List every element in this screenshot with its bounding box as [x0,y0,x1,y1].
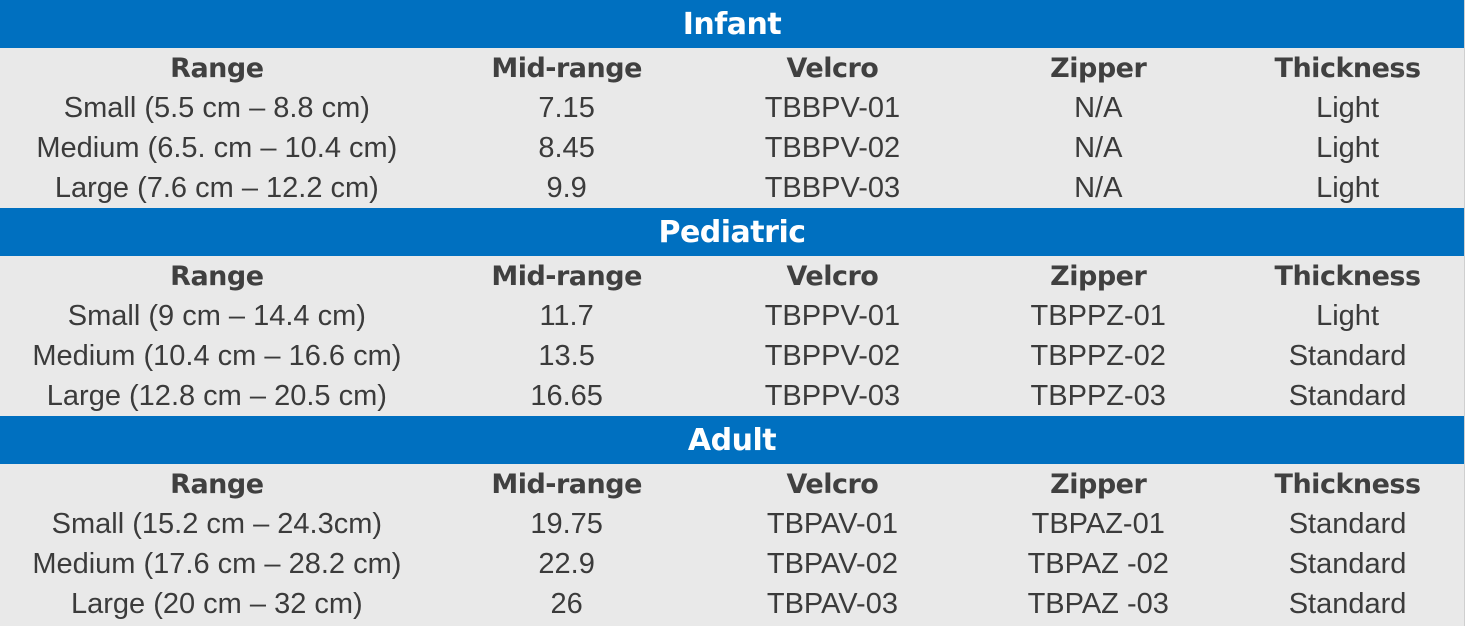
section-header-adult: Adult [0,416,1464,464]
cell-range: Small (15.2 cm – 24.3cm) [51,507,383,540]
cell-thickness: Standard [1288,547,1407,580]
cell-zipper: N/A [1074,91,1123,124]
col-header-zipper: Zipper [1050,468,1147,500]
cell-velcro: TBPPV-02 [764,339,901,372]
table-row: Large (20 cm – 32 cm) 26 TBPAV-03 TBPAZ … [0,584,1464,624]
table-row: Large (7.6 cm – 12.2 cm) 9.9 TBBPV-03 N/… [0,168,1464,208]
cell-zipper: N/A [1074,171,1123,204]
col-header-thickness: Thickness [1274,260,1422,292]
cell-range: Large (12.8 cm – 20.5 cm) [46,379,387,412]
cell-velcro: TBPAV-02 [766,547,898,580]
cell-zipper: N/A [1074,131,1123,164]
table-row: Small (15.2 cm – 24.3cm) 19.75 TBPAV-01 … [0,504,1464,544]
cell-range: Medium (10.4 cm – 16.6 cm) [32,339,402,372]
table-row: Large (12.8 cm – 20.5 cm) 16.65 TBPPV-03… [0,376,1464,416]
cell-velcro: TBPPV-03 [764,379,901,412]
col-header-velcro: Velcro [786,52,879,84]
cell-mid-range: 13.5 [538,339,595,372]
column-header-row: Range Mid-range Velcro Zipper Thickness [0,256,1464,296]
cell-range: Small (5.5 cm – 8.8 cm) [63,91,370,124]
cell-velcro: TBBPV-01 [764,91,901,124]
cell-zipper: TBPAZ -03 [1027,587,1169,620]
col-header-zipper: Zipper [1050,52,1147,84]
cell-thickness: Light [1316,91,1379,124]
cell-velcro: TBPAV-03 [766,587,898,620]
section-header-pediatric: Pediatric [0,208,1464,256]
cell-zipper: TBPPZ-01 [1030,299,1166,332]
cell-thickness: Standard [1288,587,1407,620]
cell-zipper: TBPPZ-03 [1030,379,1166,412]
section-adult: Adult Range Mid-range Velcro Zipper Thic… [0,416,1464,624]
cell-mid-range: 8.45 [538,131,595,164]
cell-mid-range: 26 [550,587,583,620]
table-row: Small (5.5 cm – 8.8 cm) 7.15 TBBPV-01 N/… [0,88,1464,128]
table-row: Medium (10.4 cm – 16.6 cm) 13.5 TBPPV-02… [0,336,1464,376]
cell-range: Medium (17.6 cm – 28.2 cm) [32,547,402,580]
cell-velcro: TBBPV-02 [764,131,901,164]
table-row: Medium (6.5. cm – 10.4 cm) 8.45 TBBPV-02… [0,128,1464,168]
cell-zipper: TBPAZ -02 [1027,547,1169,580]
cell-zipper: TBPAZ-01 [1031,507,1165,540]
col-header-zipper: Zipper [1050,260,1147,292]
cell-mid-range: 7.15 [538,91,595,124]
cell-range: Large (20 cm – 32 cm) [70,587,363,620]
cell-thickness: Light [1316,171,1379,204]
cell-mid-range: 9.9 [546,171,587,204]
cell-velcro: TBBPV-03 [764,171,901,204]
section-infant: Infant Range Mid-range Velcro Zipper Thi… [0,0,1464,208]
col-header-velcro: Velcro [786,468,879,500]
cell-mid-range: 22.9 [538,547,595,580]
cell-mid-range: 16.65 [530,379,603,412]
col-header-range: Range [170,52,264,84]
cell-velcro: TBPAV-01 [766,507,898,540]
cell-zipper: TBPPZ-02 [1030,339,1166,372]
cell-range: Medium (6.5. cm – 10.4 cm) [36,131,398,164]
cell-thickness: Standard [1288,379,1407,412]
col-header-thickness: Thickness [1274,468,1422,500]
col-header-range: Range [170,468,264,500]
cell-range: Small (9 cm – 14.4 cm) [67,299,366,332]
table-row: Small (9 cm – 14.4 cm) 11.7 TBPPV-01 TBP… [0,296,1464,336]
col-header-velcro: Velcro [786,260,879,292]
cell-mid-range: 19.75 [530,507,603,540]
col-header-range: Range [170,260,264,292]
section-header-infant: Infant [0,0,1464,48]
column-header-row: Range Mid-range Velcro Zipper Thickness [0,48,1464,88]
section-pediatric: Pediatric Range Mid-range Velcro Zipper … [0,208,1464,416]
col-header-mid-range: Mid-range [491,260,642,292]
col-header-mid-range: Mid-range [491,52,642,84]
cell-thickness: Light [1316,299,1379,332]
cell-velcro: TBPPV-01 [764,299,901,332]
column-header-row: Range Mid-range Velcro Zipper Thickness [0,464,1464,504]
table-row: Medium (17.6 cm – 28.2 cm) 22.9 TBPAV-02… [0,544,1464,584]
cell-mid-range: 11.7 [539,299,594,332]
cell-range: Large (7.6 cm – 12.2 cm) [54,171,379,204]
cell-thickness: Standard [1288,507,1407,540]
cell-thickness: Light [1316,131,1379,164]
col-header-mid-range: Mid-range [491,468,642,500]
cell-thickness: Standard [1288,339,1407,372]
col-header-thickness: Thickness [1274,52,1422,84]
